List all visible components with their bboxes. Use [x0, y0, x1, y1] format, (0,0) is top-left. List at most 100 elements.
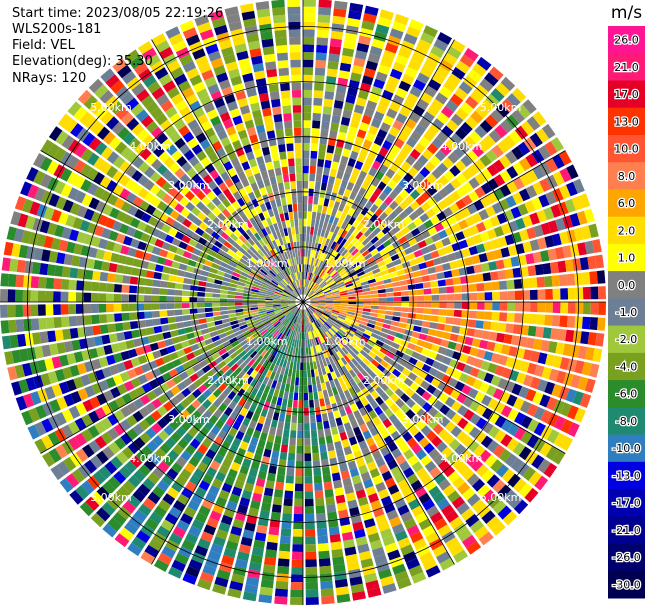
velocity-cell: [451, 413, 463, 425]
velocity-cell: [305, 566, 318, 575]
velocity-cell: [510, 256, 520, 267]
velocity-cell: [442, 157, 454, 169]
velocity-cell: [432, 544, 447, 558]
velocity-cell: [375, 256, 384, 264]
velocity-cell: [325, 331, 332, 339]
velocity-cell: [318, 299, 326, 302]
velocity-cell: [414, 233, 424, 243]
velocity-cell: [379, 96, 391, 108]
velocity-cell: [454, 293, 463, 301]
velocity-cell: [400, 511, 413, 523]
velocity-cell: [322, 466, 331, 476]
velocity-cell: [319, 252, 325, 261]
velocity-cell: [352, 318, 361, 324]
velocity-cell: [394, 388, 405, 398]
velocity-cell: [486, 440, 500, 453]
velocity-cell: [455, 231, 466, 241]
velocity-cell: [306, 280, 310, 288]
velocity-cell: [303, 211, 307, 219]
velocity-cell: [488, 261, 498, 271]
velocity-cell: [332, 217, 340, 226]
velocity-cell: [336, 219, 344, 228]
velocity-cell: [376, 280, 385, 286]
velocity-cell: [515, 372, 527, 385]
velocity-cell: [343, 422, 352, 432]
velocity-cell: [461, 194, 473, 206]
velocity-cell: [334, 177, 342, 187]
velocity-cell: [338, 339, 346, 347]
velocity-cell: [325, 265, 332, 273]
velocity-cell: [367, 362, 377, 371]
velocity-cell: [367, 587, 382, 598]
velocity-cell: [469, 426, 481, 439]
velocity-cell: [549, 261, 559, 274]
velocity-cell: [375, 276, 384, 282]
velocity-cell: [544, 275, 553, 287]
velocity-cell: [386, 261, 395, 269]
velocity-cell: [421, 190, 432, 201]
velocity-cell: [322, 286, 330, 292]
velocity-cell: [415, 511, 428, 524]
velocity-cell: [425, 430, 437, 442]
velocity-cell: [380, 528, 393, 539]
velocity-cell: [332, 292, 340, 296]
velocity-cell: [418, 136, 431, 148]
velocity-cell: [471, 212, 483, 224]
velocity-cell: [370, 290, 379, 295]
velocity-cell: [475, 404, 487, 416]
velocity-cell: [450, 113, 464, 126]
velocity-cell: [323, 263, 330, 272]
velocity-cell: [477, 292, 485, 301]
velocity-cell: [495, 259, 505, 270]
velocity-cell: [520, 120, 535, 136]
velocity-cell: [325, 300, 334, 302]
velocity-cell: [348, 568, 362, 579]
velocity-cell: [369, 443, 379, 454]
velocity-cell: [352, 210, 360, 219]
velocity-cell: [310, 323, 314, 331]
velocity-cell: [416, 295, 425, 301]
velocity-cell: [463, 75, 478, 89]
velocity-cell: [391, 448, 402, 459]
velocity-cell: [303, 150, 310, 159]
velocity-cell: [559, 167, 572, 183]
velocity-cell: [514, 302, 523, 312]
velocity-cell: [307, 289, 313, 297]
velocity-cell: [415, 419, 427, 431]
velocity-cell: [574, 316, 583, 329]
velocity-cell: [477, 302, 485, 310]
velocity-cell: [410, 130, 422, 142]
velocity-cell: [488, 425, 500, 439]
velocity-cell: [370, 264, 379, 271]
velocity-cell: [434, 222, 444, 232]
velocity-cell: [309, 305, 317, 309]
velocity-cell: [487, 362, 498, 374]
velocity-cell: [349, 174, 358, 184]
velocity-cell: [308, 306, 315, 312]
velocity-cell: [420, 425, 432, 436]
velocity-cell: [378, 412, 388, 422]
velocity-cell: [387, 179, 398, 190]
velocity-cell: [466, 355, 476, 366]
velocity-cell: [319, 573, 333, 582]
velocity-cell: [532, 181, 545, 195]
velocity-cell: [333, 479, 343, 489]
velocity-cell: [317, 293, 325, 298]
velocity-cell: [326, 206, 333, 216]
velocity-cell: [349, 576, 363, 586]
velocity-cell: [383, 355, 392, 364]
velocity-cell: [316, 421, 324, 430]
velocity-cell: [334, 571, 347, 581]
velocity-cell: [338, 313, 347, 318]
velocity-cell: [344, 32, 358, 43]
velocity-cell: [410, 531, 424, 544]
velocity-cell: [330, 465, 340, 474]
velocity-cell: [318, 327, 324, 335]
velocity-cell: [367, 278, 376, 284]
velocity-cell: [527, 325, 537, 337]
velocity-cell: [425, 335, 435, 343]
velocity-cell: [328, 364, 334, 373]
velocity-cell: [419, 65, 434, 78]
velocity-cell: [551, 233, 562, 247]
velocity-cell: [438, 363, 449, 373]
